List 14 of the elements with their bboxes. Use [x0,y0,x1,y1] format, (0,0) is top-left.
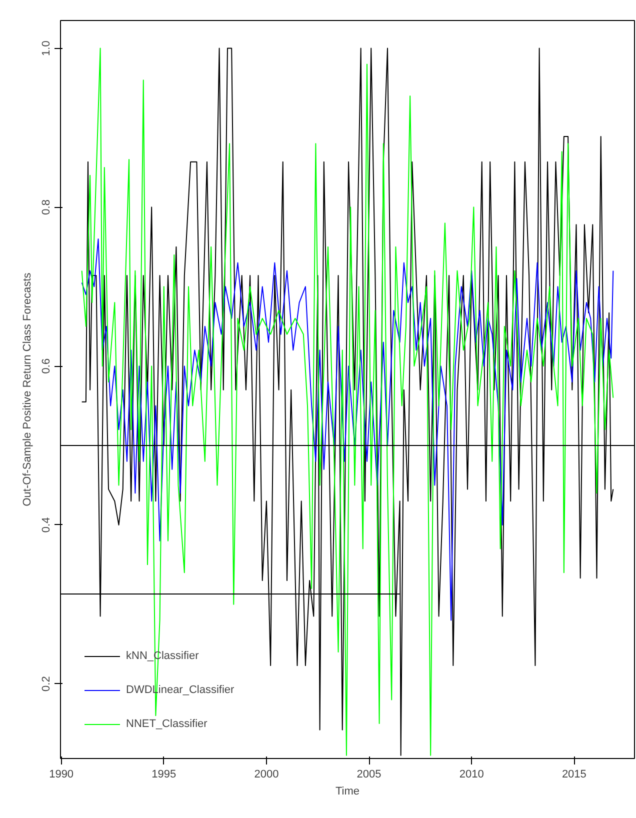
x-tick-label: 2010 [459,768,484,780]
y-tick-label: 0.6 [40,358,52,374]
x-tick-label: 2000 [254,768,279,780]
x-tick-label: 2005 [356,768,382,780]
y-tick-label: 0.8 [40,200,52,215]
x-tick-label: 1990 [49,768,74,780]
y-tick-label: 0.2 [40,676,52,692]
x-axis-title: Time [335,786,360,798]
legend-label: NNET_Classifier [126,718,208,730]
y-tick-label: 1.0 [40,40,52,56]
y-tick-label: 0.4 [40,517,52,533]
x-tick-label: 1995 [152,768,176,780]
y-axis-title: Out-Of-Sample Positive Return Class Forecasts [22,272,34,506]
x-tick-label: 2015 [562,768,586,780]
